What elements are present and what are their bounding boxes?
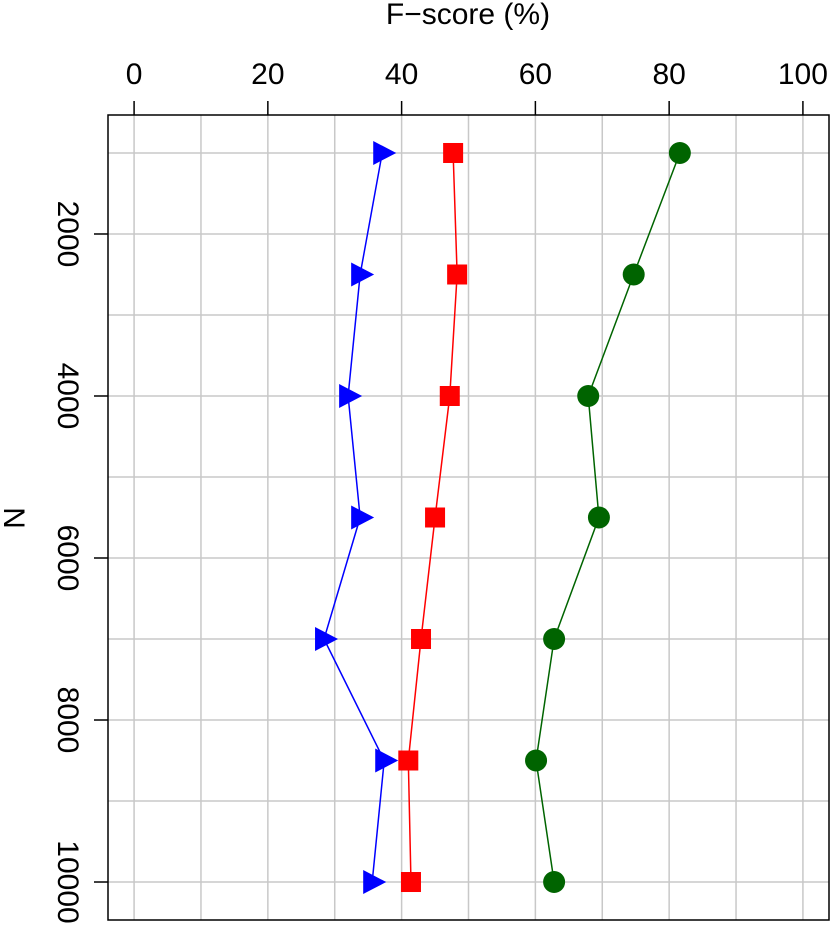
- marker: [339, 383, 363, 408]
- y-tick-label: 2000: [51, 201, 84, 268]
- marker: [373, 140, 397, 165]
- marker: [622, 263, 645, 286]
- marker: [587, 506, 610, 529]
- y-axis-label: N: [0, 507, 30, 529]
- x-axis-label: F−score (%): [386, 0, 550, 31]
- marker: [439, 385, 460, 406]
- y-tick-label: 10000: [51, 840, 84, 923]
- marker: [447, 264, 468, 285]
- x-tick-label: 40: [385, 58, 418, 91]
- marker: [577, 384, 600, 407]
- y-tick-label: 6000: [51, 525, 84, 592]
- x-tick-label: 60: [519, 58, 552, 91]
- x-tick-label: 20: [251, 58, 284, 91]
- marker: [543, 628, 566, 651]
- marker: [525, 749, 548, 772]
- marker: [443, 142, 464, 163]
- marker: [351, 505, 375, 530]
- y-tick-label: 8000: [51, 687, 84, 754]
- marker: [375, 748, 399, 773]
- plot-frame: [107, 114, 830, 921]
- marker: [363, 870, 387, 895]
- x-tick-label: 80: [652, 58, 685, 91]
- marker: [425, 507, 446, 528]
- x-tick-label: 0: [126, 58, 143, 91]
- marker: [400, 872, 421, 893]
- marker: [411, 629, 432, 650]
- marker: [351, 262, 375, 287]
- x-tick-label: 100: [778, 58, 828, 91]
- marker: [315, 627, 339, 652]
- marker: [398, 750, 419, 771]
- marker: [668, 141, 691, 164]
- y-tick-label: 4000: [51, 363, 84, 430]
- marker: [543, 871, 566, 894]
